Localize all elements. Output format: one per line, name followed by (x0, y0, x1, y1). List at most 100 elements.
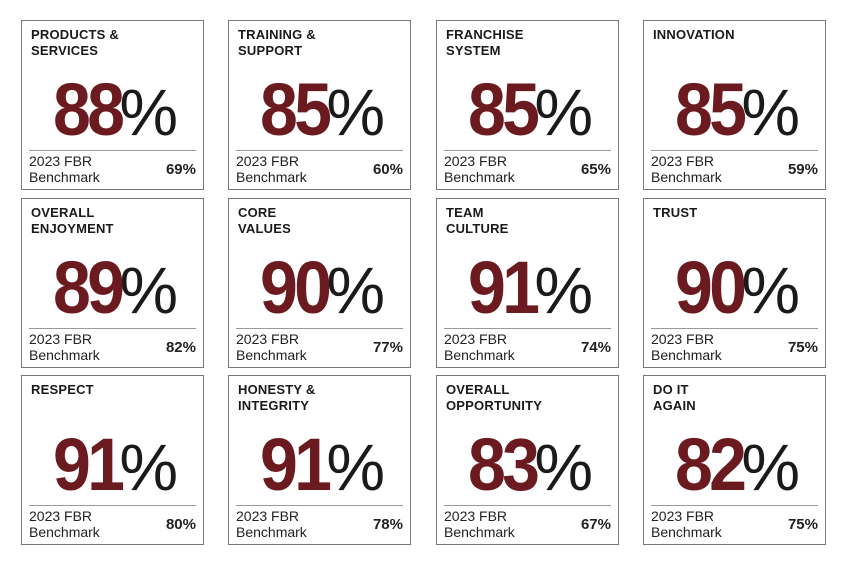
percent-sign: % (119, 75, 178, 149)
card-title: TRUST (653, 205, 698, 220)
card-title: PRODUCTS & SERVICES (31, 27, 119, 58)
benchmark-label: 2023 FBR Benchmark (651, 508, 722, 540)
benchmark-row: 2023 FBR Benchmark 60% (236, 153, 403, 185)
benchmark-row: 2023 FBR Benchmark 78% (236, 508, 403, 540)
benchmark-row: 2023 FBR Benchmark 80% (29, 508, 196, 540)
stat-card-6: CORE VALUES 90% 2023 FBR Benchmark 77% (228, 198, 411, 368)
card-percentage-value: 91 (467, 246, 540, 329)
stat-card-5: OVERALL ENJOYMENT 89% 2023 FBR Benchmark … (21, 198, 204, 368)
benchmark-label: 2023 FBR Benchmark (29, 331, 100, 363)
percent-sign: % (119, 253, 178, 327)
stat-card-3: FRANCHISE SYSTEM 85% 2023 FBR Benchmark 6… (436, 20, 619, 190)
card-stat: 83% (437, 428, 618, 502)
benchmark-label: 2023 FBR Benchmark (651, 331, 722, 363)
card-percentage-value: 82 (674, 423, 747, 506)
benchmark-label: 2023 FBR Benchmark (444, 331, 515, 363)
card-title: FRANCHISE SYSTEM (446, 27, 524, 58)
benchmark-value: 82% (165, 338, 196, 356)
stat-card-9: RESPECT 91% 2023 FBR Benchmark 80% (21, 375, 204, 545)
percent-sign: % (741, 430, 800, 504)
card-title: HONESTY & INTEGRITY (238, 382, 316, 413)
benchmark-label: 2023 FBR Benchmark (444, 153, 515, 185)
benchmark-label: 2023 FBR Benchmark (651, 153, 722, 185)
card-percentage-value: 85 (259, 68, 332, 151)
divider (29, 505, 196, 506)
card-stat: 85% (229, 73, 410, 147)
card-stat: 90% (229, 251, 410, 325)
percent-sign: % (534, 253, 593, 327)
stat-card-10: HONESTY & INTEGRITY 91% 2023 FBR Benchmar… (228, 375, 411, 545)
benchmark-row: 2023 FBR Benchmark 82% (29, 331, 196, 363)
benchmark-label: 2023 FBR Benchmark (236, 508, 307, 540)
card-stat: 91% (22, 428, 203, 502)
benchmark-row: 2023 FBR Benchmark 59% (651, 153, 818, 185)
percent-sign: % (326, 75, 385, 149)
card-percentage-value: 90 (674, 246, 747, 329)
card-stat: 85% (644, 73, 825, 147)
card-title: INNOVATION (653, 27, 735, 42)
benchmark-label: 2023 FBR Benchmark (444, 508, 515, 540)
benchmark-row: 2023 FBR Benchmark 69% (29, 153, 196, 185)
percent-sign: % (326, 253, 385, 327)
card-title: TRAINING & SUPPORT (238, 27, 316, 58)
divider (236, 150, 403, 151)
benchmark-row: 2023 FBR Benchmark 77% (236, 331, 403, 363)
benchmark-row: 2023 FBR Benchmark 65% (444, 153, 611, 185)
stat-card-12: DO IT AGAIN 82% 2023 FBR Benchmark 75% (643, 375, 826, 545)
stat-card-2: TRAINING & SUPPORT 85% 2023 FBR Benchmark… (228, 20, 411, 190)
benchmark-value: 60% (372, 160, 403, 178)
benchmark-value: 67% (580, 515, 611, 533)
stat-card-4: INNOVATION 85% 2023 FBR Benchmark 59% (643, 20, 826, 190)
percent-sign: % (534, 430, 593, 504)
stat-card-8: TRUST 90% 2023 FBR Benchmark 75% (643, 198, 826, 368)
percent-sign: % (741, 75, 800, 149)
benchmark-value: 78% (372, 515, 403, 533)
card-title: TEAM CULTURE (446, 205, 509, 236)
benchmark-label: 2023 FBR Benchmark (29, 153, 100, 185)
card-title: CORE VALUES (238, 205, 291, 236)
card-percentage-value: 83 (467, 423, 540, 506)
divider (444, 505, 611, 506)
benchmark-value: 69% (165, 160, 196, 178)
benchmark-value: 75% (787, 338, 818, 356)
percent-sign: % (534, 75, 593, 149)
divider (444, 150, 611, 151)
benchmark-value: 74% (580, 338, 611, 356)
benchmark-row: 2023 FBR Benchmark 75% (651, 508, 818, 540)
benchmark-label: 2023 FBR Benchmark (236, 331, 307, 363)
card-title: RESPECT (31, 382, 94, 397)
divider (29, 328, 196, 329)
percent-sign: % (741, 253, 800, 327)
benchmark-row: 2023 FBR Benchmark 75% (651, 331, 818, 363)
card-percentage-value: 85 (674, 68, 747, 151)
card-stat: 90% (644, 251, 825, 325)
divider (29, 150, 196, 151)
card-percentage-value: 91 (259, 423, 332, 506)
stat-card-7: TEAM CULTURE 91% 2023 FBR Benchmark 74% (436, 198, 619, 368)
card-percentage-value: 90 (259, 246, 332, 329)
card-percentage-value: 88 (52, 68, 125, 151)
benchmark-value: 77% (372, 338, 403, 356)
stat-card-11: OVERALL OPPORTUNITY 83% 2023 FBR Benchmar… (436, 375, 619, 545)
benchmark-row: 2023 FBR Benchmark 67% (444, 508, 611, 540)
card-title: OVERALL OPPORTUNITY (446, 382, 543, 413)
benchmark-label: 2023 FBR Benchmark (29, 508, 100, 540)
divider (651, 328, 818, 329)
card-stat: 89% (22, 251, 203, 325)
benchmark-value: 59% (787, 160, 818, 178)
card-stat: 82% (644, 428, 825, 502)
card-percentage-value: 89 (52, 246, 125, 329)
divider (236, 505, 403, 506)
benchmark-label: 2023 FBR Benchmark (236, 153, 307, 185)
stat-card-1: PRODUCTS & SERVICES 88% 2023 FBR Benchmar… (21, 20, 204, 190)
divider (444, 328, 611, 329)
benchmark-row: 2023 FBR Benchmark 74% (444, 331, 611, 363)
card-title: OVERALL ENJOYMENT (31, 205, 114, 236)
card-percentage-value: 91 (52, 423, 125, 506)
benchmark-value: 65% (580, 160, 611, 178)
card-title: DO IT AGAIN (653, 382, 696, 413)
card-stat: 88% (22, 73, 203, 147)
card-stat: 91% (229, 428, 410, 502)
benchmark-value: 80% (165, 515, 196, 533)
card-percentage-value: 85 (467, 68, 540, 151)
